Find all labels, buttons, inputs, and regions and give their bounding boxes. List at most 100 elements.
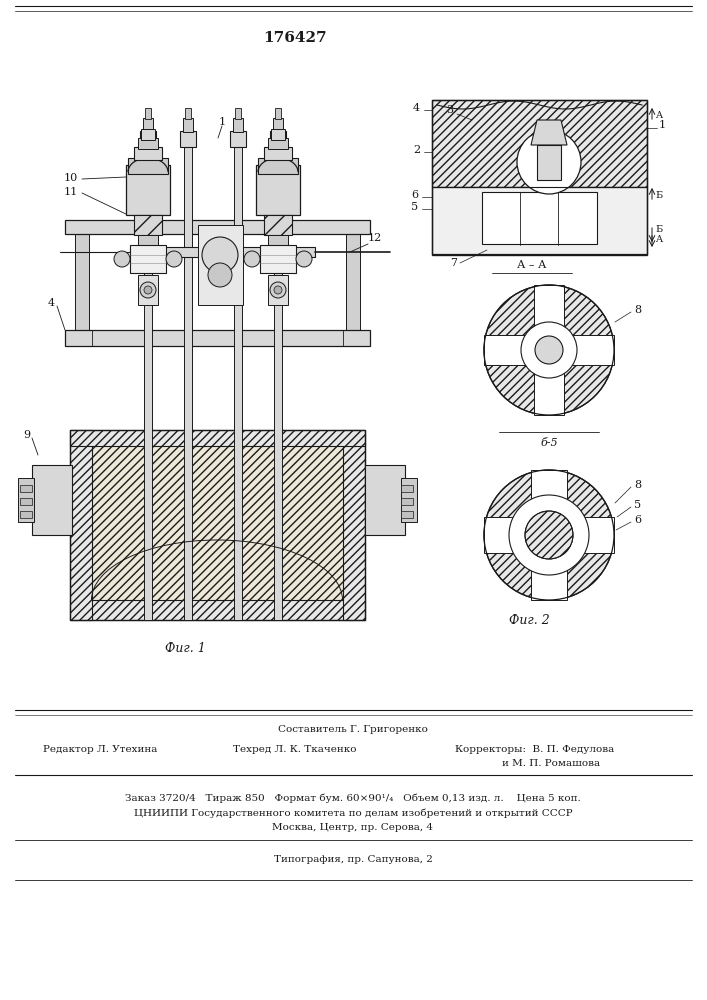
Bar: [275, 108, 281, 119]
Text: 9: 9: [23, 430, 30, 440]
Bar: [143, 118, 153, 132]
Bar: [230, 131, 246, 147]
Bar: [185, 108, 191, 119]
Bar: [258, 158, 298, 174]
Bar: [482, 192, 597, 244]
Bar: [268, 138, 288, 149]
Bar: [343, 430, 365, 620]
Circle shape: [166, 251, 182, 267]
Bar: [180, 131, 196, 147]
Bar: [145, 108, 151, 119]
Bar: [537, 145, 561, 180]
Bar: [432, 100, 647, 255]
Circle shape: [484, 285, 614, 415]
Bar: [198, 225, 243, 305]
Bar: [401, 478, 417, 522]
Text: 8: 8: [634, 305, 641, 315]
Circle shape: [296, 251, 312, 267]
Bar: [75, 234, 89, 330]
Text: 12: 12: [368, 233, 382, 243]
Polygon shape: [531, 120, 567, 145]
Circle shape: [244, 251, 260, 267]
Bar: [18, 478, 34, 522]
Text: Заказ 3720/4   Тираж 850   Формат бум. 60×90¹/₄   Объем 0,13 изд. л.    Цена 5 к: Заказ 3720/4 Тираж 850 Формат бум. 60×90…: [125, 793, 581, 803]
Bar: [346, 234, 360, 330]
Bar: [70, 600, 365, 620]
Bar: [138, 275, 158, 305]
Text: б-5: б-5: [540, 438, 558, 448]
Text: Фиг. 2: Фиг. 2: [508, 613, 549, 626]
Bar: [130, 247, 315, 257]
Circle shape: [535, 336, 563, 364]
Bar: [260, 245, 296, 273]
Bar: [270, 131, 286, 147]
Circle shape: [144, 286, 152, 294]
Text: 2: 2: [413, 145, 420, 155]
Text: Б: Б: [655, 226, 662, 234]
Text: ЦНИИПИ Государственного комитета по делам изобретений и открытий СССР: ЦНИИПИ Государственного комитета по дела…: [134, 808, 572, 818]
Circle shape: [208, 263, 232, 287]
Text: 7: 7: [450, 258, 457, 268]
Text: Б: Б: [655, 190, 662, 200]
Text: Типография, пр. Сапунова, 2: Типография, пр. Сапунова, 2: [274, 856, 433, 864]
Bar: [531, 470, 567, 600]
Bar: [70, 430, 365, 620]
Bar: [138, 138, 158, 149]
Text: Редактор Л. Утехина: Редактор Л. Утехина: [43, 746, 157, 754]
Bar: [432, 187, 647, 254]
Bar: [65, 220, 370, 234]
Text: A: A: [655, 110, 662, 119]
Text: 176427: 176427: [263, 31, 327, 45]
Bar: [401, 485, 413, 492]
Text: 1: 1: [218, 117, 226, 127]
Bar: [126, 165, 170, 215]
Bar: [256, 165, 300, 215]
Circle shape: [114, 251, 130, 267]
Text: Составитель Г. Григоренко: Составитель Г. Григоренко: [278, 726, 428, 734]
Bar: [432, 100, 647, 187]
Bar: [65, 330, 370, 346]
Circle shape: [202, 237, 238, 273]
Text: 4: 4: [48, 298, 55, 308]
Text: 3: 3: [446, 105, 454, 115]
Bar: [70, 430, 365, 446]
Bar: [264, 147, 292, 160]
Bar: [233, 118, 243, 132]
Bar: [401, 498, 413, 505]
Circle shape: [140, 282, 156, 298]
Text: 5: 5: [411, 202, 418, 212]
Text: 5: 5: [634, 500, 641, 510]
Bar: [130, 245, 166, 273]
Circle shape: [484, 470, 614, 600]
Bar: [141, 129, 155, 140]
Bar: [401, 511, 413, 518]
Circle shape: [274, 286, 282, 294]
Bar: [365, 465, 405, 535]
Bar: [271, 129, 285, 140]
Circle shape: [509, 495, 589, 575]
Bar: [20, 498, 32, 505]
Bar: [268, 275, 288, 305]
Text: 8: 8: [634, 480, 641, 490]
Circle shape: [270, 282, 286, 298]
Bar: [144, 145, 152, 620]
Text: 1: 1: [659, 120, 666, 130]
Bar: [20, 485, 32, 492]
Text: Фиг. 1: Фиг. 1: [165, 642, 205, 654]
Bar: [183, 118, 193, 132]
Bar: [274, 145, 282, 620]
Bar: [184, 145, 192, 620]
Bar: [20, 511, 32, 518]
Bar: [234, 145, 242, 620]
Bar: [264, 215, 292, 235]
Text: A: A: [655, 235, 662, 244]
Text: 11: 11: [64, 187, 78, 197]
Bar: [92, 446, 343, 600]
Circle shape: [517, 130, 581, 194]
Bar: [134, 215, 162, 235]
Text: Техред Л. К. Ткаченко: Техред Л. К. Ткаченко: [233, 746, 357, 754]
Text: 10: 10: [64, 173, 78, 183]
Text: 6: 6: [634, 515, 641, 525]
Circle shape: [521, 322, 577, 378]
Bar: [534, 285, 564, 415]
